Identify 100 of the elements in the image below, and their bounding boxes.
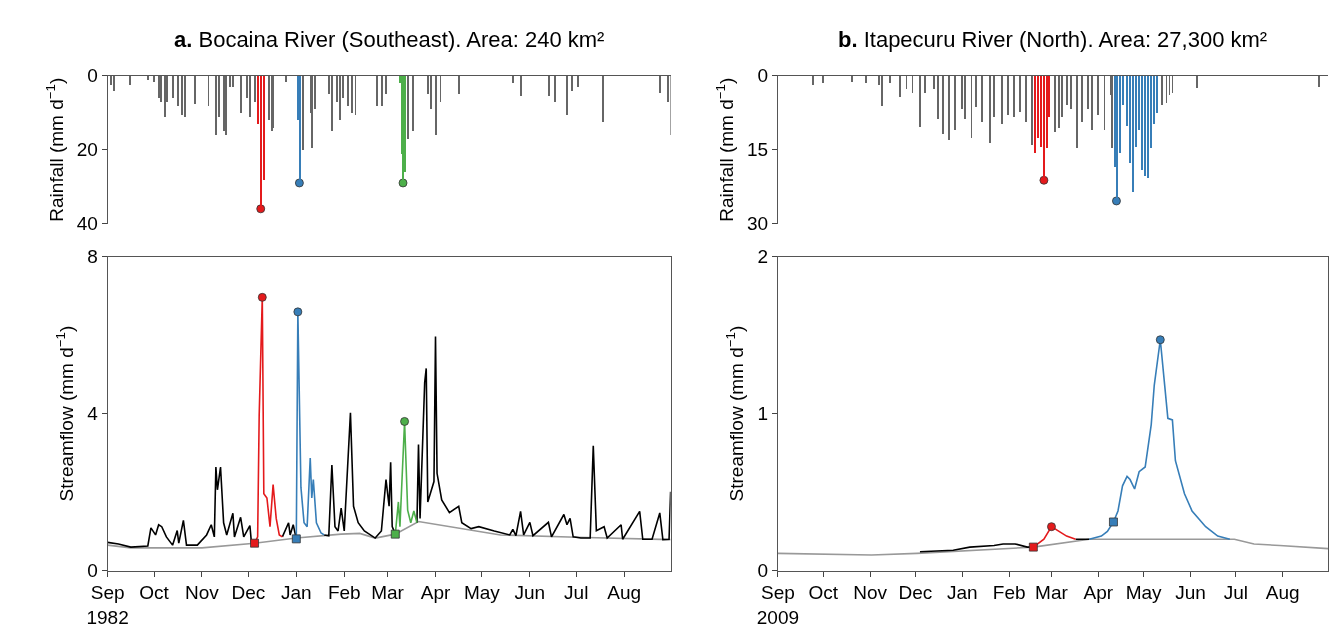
bar	[350, 75, 353, 113]
bar	[1012, 75, 1015, 117]
bar	[171, 75, 174, 98]
y-tick-label: 2	[757, 246, 769, 268]
bar	[411, 75, 414, 131]
x-tick-label: Oct	[808, 582, 839, 604]
bar	[338, 75, 341, 120]
x-tick-label: Sep 1982	[86, 582, 129, 629]
x-tick-label: Jun	[1175, 582, 1206, 604]
bar	[811, 75, 814, 85]
x-tick-label: Dec	[898, 582, 933, 604]
bar	[180, 75, 183, 115]
bar	[1006, 75, 1009, 115]
x-tick-label: Jul	[564, 582, 589, 604]
bar	[953, 75, 956, 130]
bar	[284, 75, 287, 82]
bar	[936, 75, 939, 119]
bar	[565, 75, 568, 115]
bar	[380, 75, 383, 106]
bar	[248, 75, 251, 117]
x-tick-label: Jan	[946, 582, 978, 604]
bar	[1110, 75, 1113, 148]
bar	[570, 75, 573, 91]
chart-title: a. Bocaina River (Southeast). Area: 240 km²	[174, 27, 605, 52]
y-tick-label: 0	[87, 560, 98, 582]
x-tick-label: Oct	[139, 582, 170, 604]
bar	[1030, 75, 1033, 145]
bar	[511, 75, 514, 83]
x-tick-label: Nov	[853, 582, 888, 604]
bar	[1057, 75, 1060, 128]
y-tick-label: 30	[746, 213, 769, 235]
bar	[980, 75, 983, 122]
bar	[932, 75, 935, 89]
bar	[864, 75, 867, 83]
bar	[301, 75, 304, 150]
bar	[963, 75, 966, 119]
bar	[1143, 75, 1146, 176]
bar	[1069, 75, 1072, 109]
bar	[253, 75, 256, 102]
bar	[1080, 75, 1083, 122]
y-tick-label: 8	[87, 246, 98, 268]
y-tick-label: 0	[87, 65, 98, 87]
x-tick-label: Jan	[280, 582, 312, 604]
bar	[519, 75, 522, 96]
bar	[601, 75, 604, 122]
bar	[658, 75, 661, 93]
x-tick-label: Nov	[185, 582, 220, 604]
x-tick-label: Apr	[1083, 582, 1114, 604]
bar	[1033, 75, 1036, 153]
bar	[112, 75, 115, 91]
y-tick-label: 15	[746, 139, 769, 161]
bar	[176, 75, 179, 106]
bar	[231, 75, 234, 87]
bar	[918, 75, 921, 127]
bar	[259, 75, 262, 209]
bar	[947, 75, 950, 140]
bar	[239, 75, 242, 113]
bar	[346, 75, 349, 106]
bar	[375, 75, 378, 106]
bar	[923, 75, 926, 93]
bar	[214, 75, 217, 135]
bar	[224, 75, 227, 135]
bar	[434, 75, 437, 135]
x-tick-label: Jul	[1223, 582, 1249, 604]
x-tick-label: Feb	[327, 582, 361, 604]
x-tick-label: May	[463, 582, 501, 604]
bar	[888, 75, 891, 83]
line-series	[777, 538, 1329, 556]
bar	[1090, 75, 1093, 130]
bar	[222, 75, 225, 131]
bar	[1024, 75, 1027, 122]
bar	[1146, 75, 1149, 178]
y-tick-label: 0	[757, 560, 769, 582]
x-tick-label: Jun	[514, 582, 546, 604]
bar	[406, 75, 409, 139]
bar	[553, 75, 556, 102]
bar	[941, 75, 944, 134]
bar	[880, 75, 883, 106]
bar	[429, 75, 432, 109]
bar	[193, 75, 196, 104]
bar	[330, 75, 333, 131]
bar	[547, 75, 550, 96]
bar	[1065, 75, 1068, 105]
y-tick-label: 0	[757, 65, 769, 87]
bar	[1131, 75, 1134, 192]
y-tick-label: 20	[76, 139, 98, 161]
bar	[1195, 75, 1198, 88]
x-tick-label: Mar	[371, 582, 405, 604]
x-tick-label: Dec	[231, 582, 266, 604]
bar	[128, 75, 131, 85]
bar	[159, 75, 162, 102]
x-tick-label: Mar	[1035, 582, 1069, 604]
line-series	[416, 335, 671, 541]
bar	[457, 75, 460, 94]
x-tick-label: Sep 2009	[756, 582, 800, 629]
bar	[152, 75, 155, 82]
bar	[1317, 75, 1320, 87]
bar	[1018, 75, 1021, 112]
y-tick-label: 40	[76, 213, 98, 235]
bar	[988, 75, 991, 143]
